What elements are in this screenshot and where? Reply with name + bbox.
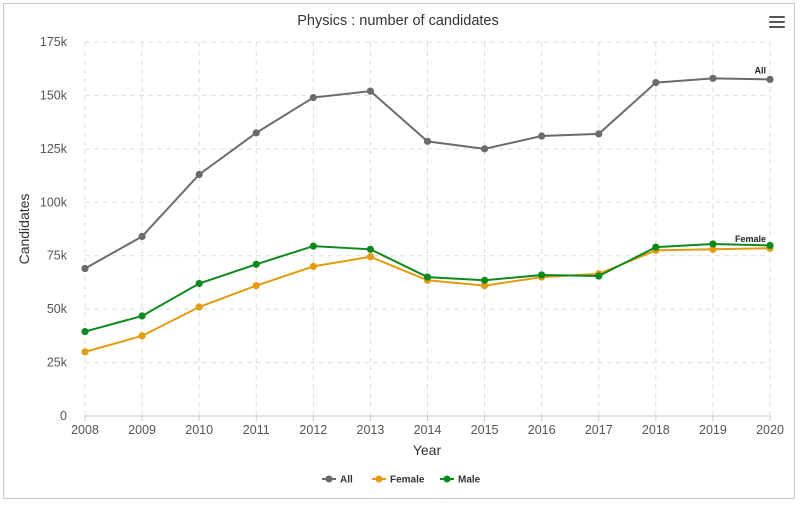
y-tick-label: 175k — [40, 35, 68, 49]
data-point[interactable] — [81, 348, 89, 356]
legend[interactable]: All Female Male — [322, 475, 481, 486]
data-point[interactable] — [252, 260, 260, 268]
series-all[interactable]: All — [81, 65, 774, 273]
series-end-label: All — [754, 65, 766, 75]
y-axis-title: Candidates — [16, 194, 32, 265]
data-point[interactable] — [309, 262, 317, 270]
chart-title: Physics : number of candidates — [297, 13, 499, 29]
data-point[interactable] — [138, 312, 146, 320]
legend-label: Female — [390, 475, 425, 486]
y-tick-label: 100k — [40, 195, 68, 209]
data-point[interactable] — [423, 137, 432, 145]
y-tick-label: 150k — [40, 88, 68, 102]
series-group: All Female — [81, 65, 774, 356]
legend-item-male[interactable]: Male — [440, 475, 481, 486]
legend-item-all[interactable]: All — [322, 475, 353, 486]
y-tick-label: 25k — [47, 356, 68, 370]
data-point[interactable] — [480, 276, 489, 284]
data-point[interactable] — [538, 132, 546, 140]
data-point[interactable] — [195, 303, 203, 311]
data-point[interactable] — [652, 243, 660, 251]
data-point[interactable] — [138, 232, 146, 241]
grid — [84, 41, 771, 416]
x-tick-label: 2009 — [128, 423, 156, 437]
x-tick-label: 2008 — [71, 423, 99, 437]
legend-label: All — [340, 475, 353, 486]
data-point[interactable] — [309, 242, 317, 250]
x-tick-label: 2019 — [699, 423, 727, 437]
data-point[interactable] — [81, 327, 89, 336]
data-point[interactable] — [366, 87, 375, 95]
data-point[interactable] — [195, 170, 203, 179]
x-tick-label: 2010 — [185, 423, 213, 437]
x-tick-label: 2017 — [585, 423, 613, 437]
y-tick-label: 0 — [60, 409, 67, 423]
legend-item-female[interactable]: Female — [372, 475, 425, 486]
data-point[interactable] — [252, 282, 260, 290]
x-axis-title: Year — [413, 442, 442, 458]
data-point[interactable] — [766, 75, 774, 83]
y-tick-label: 50k — [47, 302, 68, 316]
data-point[interactable] — [652, 79, 660, 87]
data-point[interactable] — [309, 93, 317, 102]
data-point[interactable] — [366, 245, 375, 253]
data-point[interactable] — [709, 74, 717, 82]
data-point[interactable] — [423, 273, 432, 281]
legend-marker — [375, 475, 383, 483]
y-axis: 0 25k 50k 75k 100k 125k 150k 175k — [40, 35, 68, 423]
data-point[interactable] — [138, 332, 146, 340]
x-tick-label: 2018 — [642, 423, 670, 437]
data-point[interactable] — [480, 282, 489, 290]
data-point[interactable] — [366, 253, 375, 261]
data-point[interactable] — [595, 130, 603, 138]
y-tick-label: 75k — [47, 249, 68, 263]
data-point[interactable] — [595, 272, 603, 280]
x-tick-label: 2020 — [756, 423, 784, 437]
series-male[interactable] — [81, 240, 774, 336]
data-point[interactable] — [81, 264, 89, 273]
series-line[interactable] — [84, 247, 771, 353]
legend-marker — [325, 475, 333, 483]
y-tick-label: 125k — [40, 142, 68, 156]
hamburger-menu-icon[interactable] — [769, 16, 785, 30]
data-point[interactable] — [480, 145, 489, 153]
data-point[interactable] — [709, 245, 717, 253]
data-point[interactable] — [195, 279, 203, 288]
legend-marker — [443, 475, 451, 483]
data-point[interactable] — [538, 271, 546, 279]
x-tick-label: 2012 — [299, 423, 327, 437]
x-tick-label: 2011 — [243, 423, 270, 437]
x-axis: 2008 2009 2010 2011 2012 2013 2014 2015 2016 2017… — [71, 415, 784, 437]
series-end-label: Female — [735, 234, 766, 244]
x-tick-label: 2014 — [414, 423, 442, 437]
x-tick-label: 2016 — [528, 423, 556, 437]
x-tick-label: 2015 — [471, 423, 499, 437]
legend-label: Male — [458, 475, 481, 486]
data-point[interactable] — [252, 129, 260, 137]
data-point[interactable] — [709, 240, 717, 248]
x-tick-label: 2013 — [357, 423, 385, 437]
data-point[interactable] — [766, 241, 774, 250]
